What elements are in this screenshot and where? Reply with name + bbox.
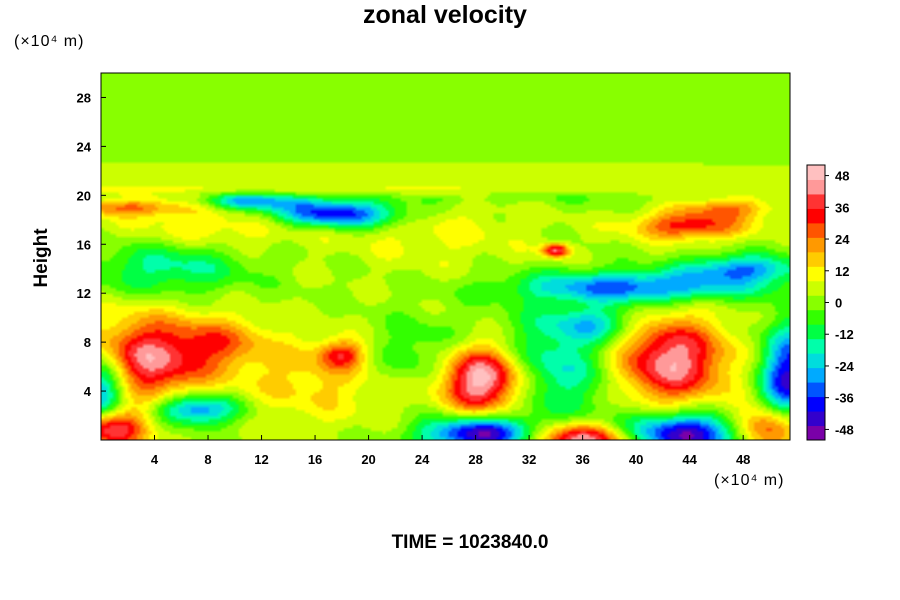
y-tick-label: 16 bbox=[77, 237, 91, 252]
x-axis: 4 8 12 16 20 24 28 32 36 40 44 48 bbox=[151, 435, 750, 467]
colorbar-tick-label: -24 bbox=[835, 359, 855, 374]
colorbar-swatch bbox=[807, 338, 825, 354]
colorbar-tick-label: -12 bbox=[835, 327, 854, 342]
colorbar-swatch bbox=[807, 309, 825, 325]
x-tick-label: 20 bbox=[361, 452, 375, 467]
y-tick-label: 8 bbox=[84, 335, 91, 350]
x-tick-label: 36 bbox=[575, 452, 589, 467]
y-tick-label: 20 bbox=[77, 188, 91, 203]
colorbar-swatch bbox=[807, 266, 825, 282]
plot-frame bbox=[100, 72, 791, 441]
x-tick-label: 4 bbox=[151, 452, 159, 467]
y-tick-label: 28 bbox=[77, 90, 91, 105]
x-tick-label: 8 bbox=[204, 452, 211, 467]
colorbar-swatch bbox=[807, 208, 825, 224]
colorbar-swatch bbox=[807, 396, 825, 412]
colorbar-swatch bbox=[807, 193, 825, 209]
x-tick-label: 48 bbox=[736, 452, 750, 467]
colorbar-tick-label: 0 bbox=[835, 296, 842, 311]
x-tick-label: 28 bbox=[468, 452, 482, 467]
colorbar-swatch bbox=[807, 237, 825, 253]
colorbar: 48 36 24 12 0 -12 -24 -36 -48 bbox=[806, 164, 855, 441]
colorbar-swatch bbox=[807, 280, 825, 296]
chart-title: zonal velocity bbox=[363, 1, 527, 29]
colorbar-swatch bbox=[807, 324, 825, 340]
colorbar-swatch bbox=[807, 367, 825, 383]
colorbar-swatch bbox=[807, 295, 825, 311]
colorbar-swatch bbox=[807, 382, 825, 398]
x-axis-unit: (×10⁴ m) bbox=[714, 472, 785, 489]
velocity-field bbox=[101, 73, 790, 440]
x-tick-label: 16 bbox=[308, 452, 322, 467]
y-tick-label: 4 bbox=[84, 384, 92, 399]
x-tick-label: 24 bbox=[415, 452, 430, 467]
colorbar-tick-label: 12 bbox=[835, 264, 849, 279]
x-tick-label: 12 bbox=[254, 452, 268, 467]
colorbar-swatch bbox=[807, 353, 825, 369]
colorbar-swatch bbox=[807, 411, 825, 427]
colorbar-swatch bbox=[807, 222, 825, 238]
colorbar-tick-label: 36 bbox=[835, 200, 849, 215]
colorbar-tick-label: 48 bbox=[835, 169, 849, 184]
x-tick-label: 44 bbox=[682, 452, 697, 467]
colorbar-swatch bbox=[807, 165, 825, 180]
x-tick-label: 40 bbox=[629, 452, 643, 467]
colorbar-tick-label: 24 bbox=[835, 232, 850, 247]
time-label: TIME = 1023840.0 bbox=[391, 532, 549, 553]
y-tick-label: 12 bbox=[77, 286, 91, 301]
colorbar-swatch bbox=[807, 425, 825, 441]
colorbar-swatch bbox=[807, 179, 825, 195]
colorbar-tick-label: -36 bbox=[835, 391, 854, 406]
y-axis-unit: (×10⁴ m) bbox=[14, 33, 85, 50]
y-axis: 4 8 12 16 20 24 28 bbox=[77, 90, 106, 399]
colorbar-swatch bbox=[807, 251, 825, 267]
colorbar-tick-label: -48 bbox=[835, 422, 854, 437]
y-tick-label: 24 bbox=[77, 139, 92, 154]
x-tick-label: 32 bbox=[522, 452, 536, 467]
